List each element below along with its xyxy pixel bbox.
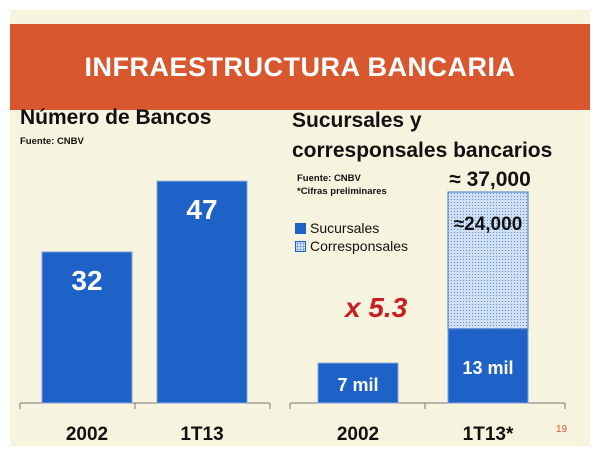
- left-chart-source: Fuente: CNBV: [20, 136, 84, 147]
- right-total-label-1: ≈ 37,000: [449, 168, 531, 191]
- right-bar-corresponsales-1: [447, 191, 529, 330]
- page-number: 19: [556, 424, 568, 435]
- left-bar-2002: [41, 251, 133, 404]
- left-bar-1T13: [156, 180, 248, 404]
- growth-multiplier: x 5.3: [345, 292, 408, 323]
- legend-label-sucursales: Sucursales: [310, 220, 380, 236]
- left-bar-label-2002: 32: [71, 265, 102, 296]
- right-bar-label-sucursales-0: 7 mil: [337, 375, 378, 395]
- right-chart-source-text: Fuente: CNBV: [297, 173, 361, 184]
- legend-label-corresponsales: Corresponsales: [310, 238, 409, 254]
- legend-swatch-corresponsales: [295, 240, 306, 252]
- right-chart-title: Sucursales y corresponsales bancarios: [292, 109, 553, 162]
- right-bar-label-sucursales-1: 13 mil: [462, 358, 513, 378]
- right-bar-label-corresponsales-1: ≈24,000: [454, 214, 523, 235]
- right-category-0: 2002: [337, 424, 379, 445]
- right-category-1: 1T13*: [463, 424, 514, 445]
- right-chart-source: Fuente: CNBV *Cifras preliminares: [297, 172, 387, 198]
- left-category-1T13: 1T13: [180, 424, 223, 445]
- right-bar-sucursales-0: [317, 362, 399, 404]
- legend-corresponsales: Corresponsales: [295, 238, 408, 254]
- right-chart-note: *Cifras preliminares: [297, 186, 387, 197]
- right-bar-sucursales-1: [447, 328, 529, 404]
- left-category-2002: 2002: [66, 424, 108, 445]
- slide-title: INFRAESTRUCTURA BANCARIA: [84, 51, 516, 82]
- legend-sucursales: Sucursales: [295, 220, 379, 236]
- legend-swatch-sucursales: [295, 222, 306, 234]
- left-chart-title: Número de Bancos: [20, 106, 212, 129]
- title-band: INFRAESTRUCTURA BANCARIA: [10, 24, 590, 110]
- left-bar-label-1T13: 47: [186, 194, 217, 225]
